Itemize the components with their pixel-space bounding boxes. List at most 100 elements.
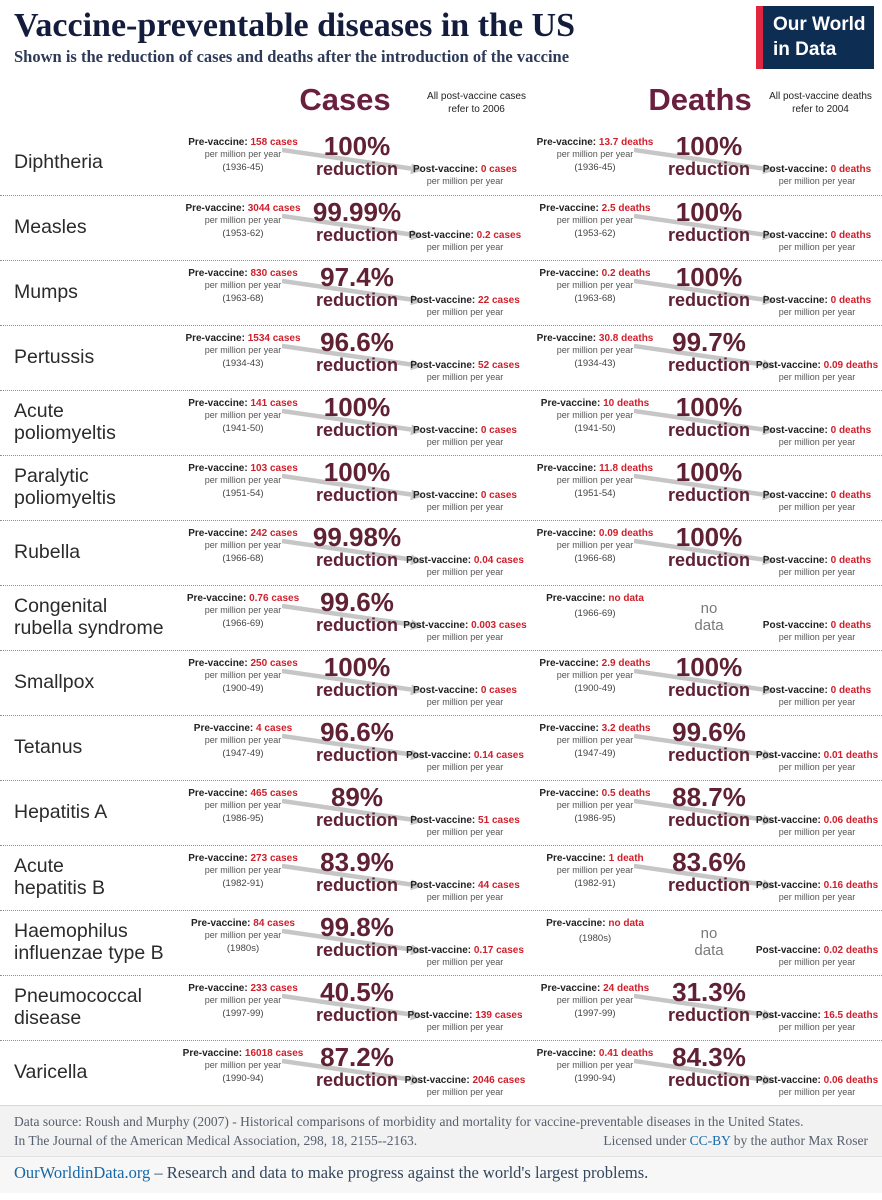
reduction-arrow-icon bbox=[634, 147, 775, 175]
deaths-post-vaccine-block: Post-vaccine: 0 deaths per million per y… bbox=[752, 685, 882, 707]
cases-pre-vaccine-value: 0.76 cases bbox=[249, 593, 300, 604]
cases-reduction-block: 100% reduction bbox=[298, 459, 416, 504]
cases-pre-vaccine-value: 4 cases bbox=[256, 723, 293, 734]
unit-label: per million per year bbox=[426, 1022, 504, 1032]
cases-reduction-percent: 99.98% bbox=[312, 522, 402, 552]
cases-post-vaccine-block: Post-vaccine: 0.2 cases per million per … bbox=[400, 230, 530, 252]
cases-pre-vaccine-block: Pre-vaccine: 84 cases per million per ye… bbox=[178, 918, 308, 954]
cases-post-vaccine-value: 44 cases bbox=[478, 880, 520, 891]
cases-reduction-block: 100% reduction bbox=[298, 654, 416, 699]
deaths-section: Pre-vaccine: 13.7 deaths per million per… bbox=[530, 130, 882, 195]
post-vaccine-label: Post-vaccine: bbox=[762, 490, 828, 501]
cases-post-vaccine-block: Post-vaccine: 0 cases per million per ye… bbox=[400, 490, 530, 512]
deaths-reduction-block: 88.7% reduction bbox=[650, 784, 768, 829]
reduction-arrow-icon bbox=[634, 343, 775, 371]
post-vaccine-label: Post-vaccine: bbox=[413, 164, 479, 175]
cases-reduction-word: reduction bbox=[315, 290, 398, 310]
pre-vaccine-label: Pre-vaccine: bbox=[188, 268, 248, 279]
deaths-post-vaccine-value: 0.06 deaths bbox=[823, 815, 879, 826]
years-label: (1941-50) bbox=[222, 423, 264, 435]
owid-site-link[interactable]: OurWorldinData.org bbox=[14, 1162, 151, 1182]
post-vaccine-label: Post-vaccine: bbox=[413, 425, 479, 436]
deaths-pre-vaccine-block: Pre-vaccine: 0.09 deaths per million per… bbox=[530, 528, 660, 564]
post-vaccine-label: Post-vaccine: bbox=[407, 1010, 473, 1021]
cases-section: Pre-vaccine: 141 cases per million per y… bbox=[178, 391, 530, 455]
cases-pre-vaccine-value: 84 cases bbox=[253, 918, 295, 929]
deaths-post-vaccine-value: 0.06 deaths bbox=[823, 1075, 879, 1086]
years-label: (1982-91) bbox=[222, 878, 264, 890]
deaths-reduction-percent: 100% bbox=[675, 652, 743, 682]
disease-row: Diphtheria Pre-vaccine: 158 cases per mi… bbox=[0, 130, 882, 195]
deaths-pre-vaccine-value: 0.5 deaths bbox=[601, 788, 651, 799]
disease-name: Pneumococcal disease bbox=[14, 985, 142, 1029]
pre-vaccine-label: Pre-vaccine: bbox=[546, 918, 606, 929]
deaths-reduction-word: reduction bbox=[667, 159, 750, 179]
cases-reduction-block: 100% reduction bbox=[298, 133, 416, 178]
pre-vaccine-label: Pre-vaccine: bbox=[188, 528, 248, 539]
page-subtitle: Shown is the reduction of cases and deat… bbox=[14, 46, 570, 66]
cases-section: Pre-vaccine: 242 cases per million per y… bbox=[178, 521, 530, 585]
cases-reduction-percent: 83.9% bbox=[320, 847, 394, 877]
deaths-reduction-percent: 31.3% bbox=[672, 977, 746, 1007]
deaths-post-vaccine-block: Post-vaccine: 0 deaths per million per y… bbox=[752, 620, 882, 642]
cases-post-vaccine-value: 0 cases bbox=[480, 164, 517, 175]
cases-post-vaccine-block: Post-vaccine: 44 cases per million per y… bbox=[400, 880, 530, 902]
cases-reduction-word: reduction bbox=[315, 745, 398, 765]
deaths-section: Pre-vaccine: 24 deaths per million per y… bbox=[530, 976, 882, 1040]
unit-label: per million per year bbox=[556, 280, 634, 290]
tagline: – Research and data to make progress aga… bbox=[150, 1162, 649, 1182]
license-prefix: Licensed under bbox=[603, 1132, 690, 1148]
years-label: (1966-69) bbox=[222, 618, 264, 630]
deaths-post-vaccine-value: 0 deaths bbox=[830, 425, 872, 436]
pre-vaccine-label: Pre-vaccine: bbox=[539, 268, 599, 279]
deaths-pre-vaccine-value: 0.2 deaths bbox=[601, 268, 651, 279]
deaths-section: Pre-vaccine: 2.5 deaths per million per … bbox=[530, 196, 882, 260]
deaths-pre-vaccine-value: no data bbox=[608, 918, 644, 929]
disease-row: Paralytic poliomyeltis Pre-vaccine: 103 … bbox=[0, 455, 882, 520]
cases-reduction-word: reduction bbox=[315, 355, 398, 375]
unit-label: per million per year bbox=[426, 697, 504, 707]
years-label: (1997-99) bbox=[574, 1008, 616, 1020]
disease-rows: Diphtheria Pre-vaccine: 158 cases per mi… bbox=[0, 130, 882, 1105]
unit-label: per million per year bbox=[556, 540, 634, 550]
unit-label: per million per year bbox=[778, 242, 856, 252]
deaths-pre-vaccine-block: Pre-vaccine: 11.8 deaths per million per… bbox=[530, 463, 660, 499]
post-vaccine-label: Post-vaccine: bbox=[755, 880, 821, 891]
pre-vaccine-label: Pre-vaccine: bbox=[188, 983, 248, 994]
pre-vaccine-label: Pre-vaccine: bbox=[546, 593, 606, 604]
cases-reduction-word: reduction bbox=[315, 940, 398, 960]
reduction-arrow-icon bbox=[282, 147, 423, 175]
deaths-pre-vaccine-value: 24 deaths bbox=[603, 983, 650, 994]
cases-pre-vaccine-block: Pre-vaccine: 233 cases per million per y… bbox=[178, 983, 308, 1019]
cases-section: Pre-vaccine: 4 cases per million per yea… bbox=[178, 716, 530, 780]
source-line-1: Data source: Roush and Murphy (2007) - H… bbox=[14, 1114, 804, 1129]
cases-post-vaccine-value: 0.04 cases bbox=[473, 555, 524, 566]
cases-post-vaccine-block: Post-vaccine: 0 cases per million per ye… bbox=[400, 164, 530, 186]
pre-vaccine-label: Pre-vaccine: bbox=[188, 658, 248, 669]
deaths-reduction-block: no data bbox=[650, 600, 768, 634]
years-label: (1966-69) bbox=[574, 608, 616, 619]
deaths-pre-vaccine-value: no data bbox=[608, 593, 644, 604]
reduction-arrow-icon bbox=[282, 733, 423, 761]
deaths-post-vaccine-value: 0 deaths bbox=[830, 555, 872, 566]
cases-reduction-percent: 87.2% bbox=[320, 1042, 394, 1072]
years-label: (1990-94) bbox=[222, 1073, 264, 1085]
cases-pre-vaccine-block: Pre-vaccine: 0.76 cases per million per … bbox=[178, 593, 308, 629]
cases-reduction-percent: 97.4% bbox=[320, 262, 394, 292]
unit-label: per million per year bbox=[204, 735, 282, 745]
unit-label: per million per year bbox=[778, 1022, 856, 1032]
cases-section: Pre-vaccine: 830 cases per million per y… bbox=[178, 261, 530, 325]
reduction-arrow-icon bbox=[282, 538, 423, 566]
post-vaccine-label: Post-vaccine: bbox=[408, 230, 474, 241]
years-label: (1947-49) bbox=[222, 748, 264, 760]
cases-reduction-word: reduction bbox=[315, 615, 398, 635]
cases-column-header: Cases bbox=[299, 82, 391, 117]
cases-reduction-word: reduction bbox=[315, 550, 398, 570]
years-label: (1963-68) bbox=[574, 293, 616, 305]
cc-by-link[interactable]: CC-BY bbox=[689, 1132, 731, 1148]
cases-reduction-word: reduction bbox=[315, 1070, 398, 1090]
reduction-arrow-icon bbox=[282, 668, 423, 696]
deaths-pre-vaccine-block: Pre-vaccine: 0.41 deaths per million per… bbox=[530, 1048, 660, 1084]
deaths-post-vaccine-block: Post-vaccine: 0.01 deaths per million pe… bbox=[752, 750, 882, 772]
deaths-post-vaccine-value: 0.02 deaths bbox=[823, 945, 879, 956]
